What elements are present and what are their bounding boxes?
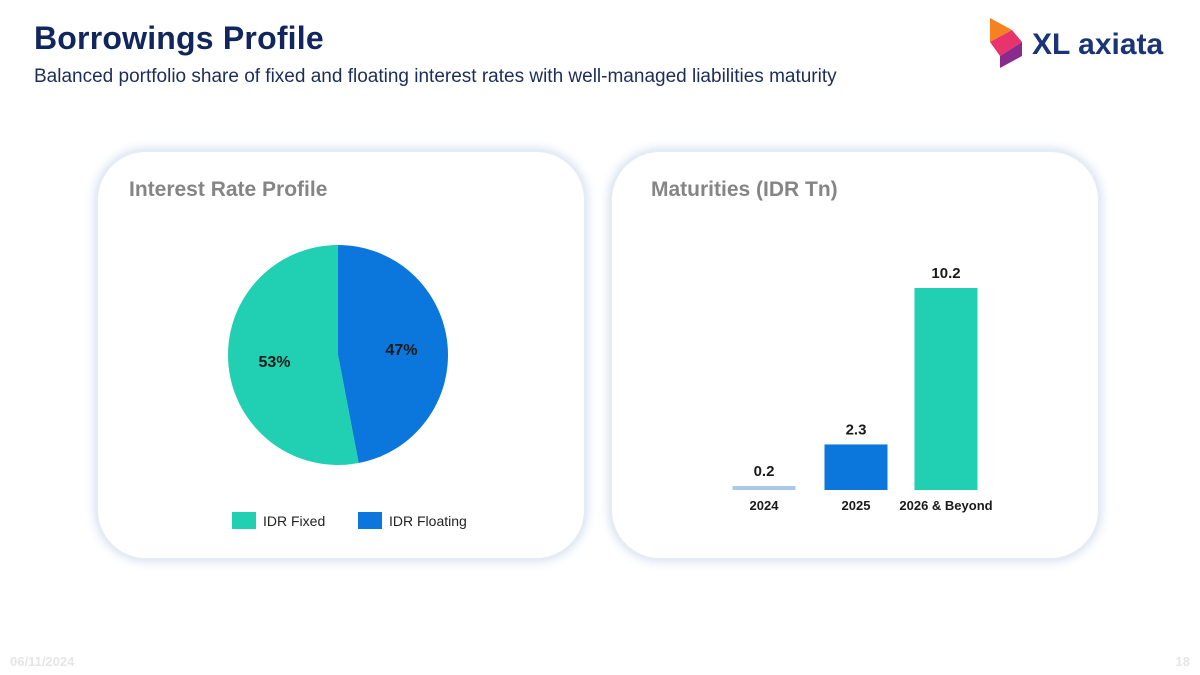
pie-slice-idr-fixed [228,245,359,465]
x-tick-label-2024: 2024 [750,498,780,513]
pie-label-idr-floating: 47% [386,342,418,359]
bar-2026-beyond [914,288,978,490]
page-title: Borrowings Profile [34,20,324,56]
bar-value-2025: 2.3 [846,421,867,438]
logo-text: XL axiata [1032,28,1164,61]
bar-2024 [732,486,796,490]
page-number: 18 [1175,654,1190,669]
maturities-card: Maturities (IDR Tn) 0.2 2024 2.3 2025 10.2 20… [612,152,1098,558]
bar-2025 [824,444,888,490]
legend-label-idr-fixed: IDR Fixed [263,513,325,529]
pie-slice-idr-floating [338,245,449,464]
x-tick-label-2025: 2025 [842,498,871,513]
bar-value-2026-beyond: 10.2 [931,265,960,282]
interest-rate-card: Interest Rate Profile 47% 53% IDR Fixed IDR… [98,152,584,558]
logo-mark-icon [990,18,1022,68]
xl-axiata-logo: XL axiata [986,16,1186,70]
page-subtitle: Balanced portfolio share of fixed and fl… [34,66,837,87]
interest-rate-pie-chart: 47% 53% IDR Fixed IDR Floating [228,245,467,529]
legend-swatch-idr-fixed [232,512,256,529]
bar-chart-title: Maturities (IDR Tn) [651,178,838,201]
footer-date: 06/11/2024 [10,654,75,669]
legend-swatch-idr-floating [358,512,382,529]
legend-label-idr-floating: IDR Floating [389,513,467,529]
maturities-bar-chart: 0.2 2024 2.3 2025 10.2 2026 & Beyond [732,265,993,513]
bar-value-2024: 0.2 [754,463,775,480]
pie-label-idr-fixed: 53% [258,354,290,371]
x-tick-label-2026-beyond: 2026 & Beyond [899,498,992,513]
pie-chart-title: Interest Rate Profile [129,178,328,201]
